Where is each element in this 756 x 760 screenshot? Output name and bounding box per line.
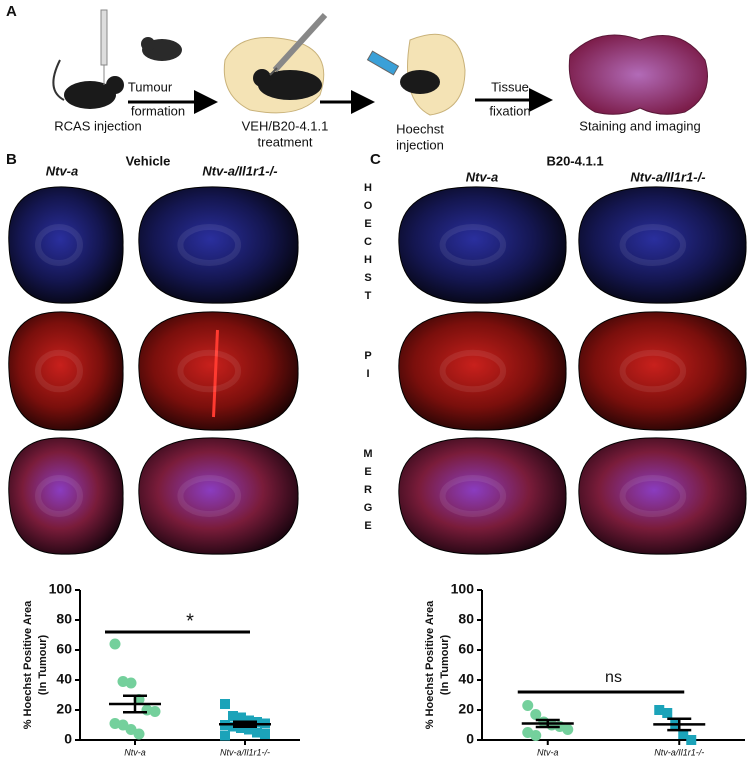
y-tick-label: 0 [64, 731, 72, 747]
row-label: PI [362, 350, 374, 386]
micrograph [138, 311, 299, 431]
data-point [220, 730, 230, 741]
data-point [125, 724, 137, 735]
y-axis-label: % Hoechst Positive Area [22, 600, 34, 729]
data-point [260, 729, 270, 739]
significance-label: * [186, 610, 194, 632]
micrograph [398, 186, 567, 304]
micrographs [8, 186, 747, 555]
data-point [530, 730, 542, 741]
step-label: fixation [489, 103, 530, 118]
micrograph [578, 186, 747, 304]
data-point [125, 677, 137, 689]
step-label: VEH/B20-4.1.1 [242, 118, 329, 133]
x-tick-label: Ntv-a [537, 747, 559, 757]
micrograph-detail [619, 475, 687, 517]
micrograph [398, 437, 567, 555]
x-tick-label: Ntv-a [124, 747, 146, 757]
micrograph [8, 437, 124, 555]
column-header: Ntv-a/Il1r1-/- [630, 169, 705, 184]
step-label: Tissue [491, 79, 529, 94]
condition-header: Vehicle [126, 153, 171, 168]
data-point [522, 700, 534, 711]
micrograph-detail [177, 224, 242, 266]
data-point [662, 708, 673, 718]
step-label: Tumour [128, 79, 173, 94]
data-point [117, 719, 129, 731]
micrograph-detail [619, 349, 687, 393]
row-label: MERGE [362, 448, 374, 538]
data-point [530, 709, 542, 720]
data-point [220, 699, 230, 709]
data-point [133, 728, 145, 740]
micrograph [8, 311, 124, 431]
micrograph-detail [35, 224, 83, 266]
step-label: Staining and imaging [579, 118, 700, 133]
step-label: treatment [258, 134, 313, 149]
row-label: HOECHST [362, 182, 374, 308]
micrograph [398, 311, 567, 431]
y-tick-label: 100 [451, 581, 475, 597]
column-header: Ntv-a [466, 169, 499, 184]
step-label: Hoechst [396, 121, 444, 136]
y-tick-label: 100 [49, 581, 73, 597]
data-point [654, 705, 665, 715]
step-label: RCAS injection [54, 118, 141, 133]
data-point [244, 724, 254, 735]
y-tick-label: 80 [458, 611, 474, 627]
panel-label: A [6, 3, 17, 20]
y-axis-label: (In Tumour) [37, 635, 49, 696]
column-header: Ntv-a/Il1r1-/- [202, 163, 277, 178]
schematic-icons [52, 9, 708, 116]
step-label: formation [131, 103, 185, 118]
micrograph-detail [212, 329, 219, 418]
y-tick-label: 20 [458, 701, 474, 717]
micrograph [578, 311, 747, 431]
x-tick-label: Ntv-a/Il1r1-/- [220, 747, 270, 757]
data-point [678, 729, 689, 739]
micrograph-detail [619, 224, 687, 266]
y-tick-label: 60 [56, 641, 72, 657]
panel-label: C [370, 151, 381, 168]
column-header: Ntv-a [46, 163, 79, 178]
step-label: injection [396, 137, 444, 152]
data-point [228, 711, 238, 721]
micrograph [138, 437, 299, 555]
condition-header: B20-4.1.1 [546, 153, 603, 168]
significance-label: ns [605, 669, 622, 686]
micrograph-detail [177, 475, 242, 517]
micrograph-detail [177, 349, 242, 393]
micrograph [578, 437, 747, 555]
micrograph [138, 186, 299, 304]
micrograph-detail [35, 349, 83, 393]
y-axis-label: (In Tumour) [439, 635, 451, 696]
y-axis-label: % Hoechst Positive Area [424, 600, 436, 729]
micrograph-detail [439, 475, 507, 517]
panel-label: B [6, 151, 17, 168]
x-tick-label: Ntv-a/Il1r1-/- [654, 747, 704, 757]
micrograph-detail [439, 349, 507, 393]
micrograph-detail [35, 475, 83, 517]
y-tick-label: 80 [56, 611, 72, 627]
data-point [149, 706, 161, 717]
micrograph [8, 186, 124, 304]
data-point [236, 712, 246, 723]
data-point [562, 724, 574, 735]
y-tick-label: 0 [466, 731, 474, 747]
y-tick-label: 60 [458, 641, 474, 657]
y-tick-label: 20 [56, 701, 72, 717]
data-point [109, 638, 121, 650]
data-point [252, 727, 262, 738]
y-tick-label: 40 [458, 671, 474, 687]
data-point [686, 735, 697, 745]
y-tick-label: 40 [56, 671, 72, 687]
micrograph-detail [439, 224, 507, 266]
